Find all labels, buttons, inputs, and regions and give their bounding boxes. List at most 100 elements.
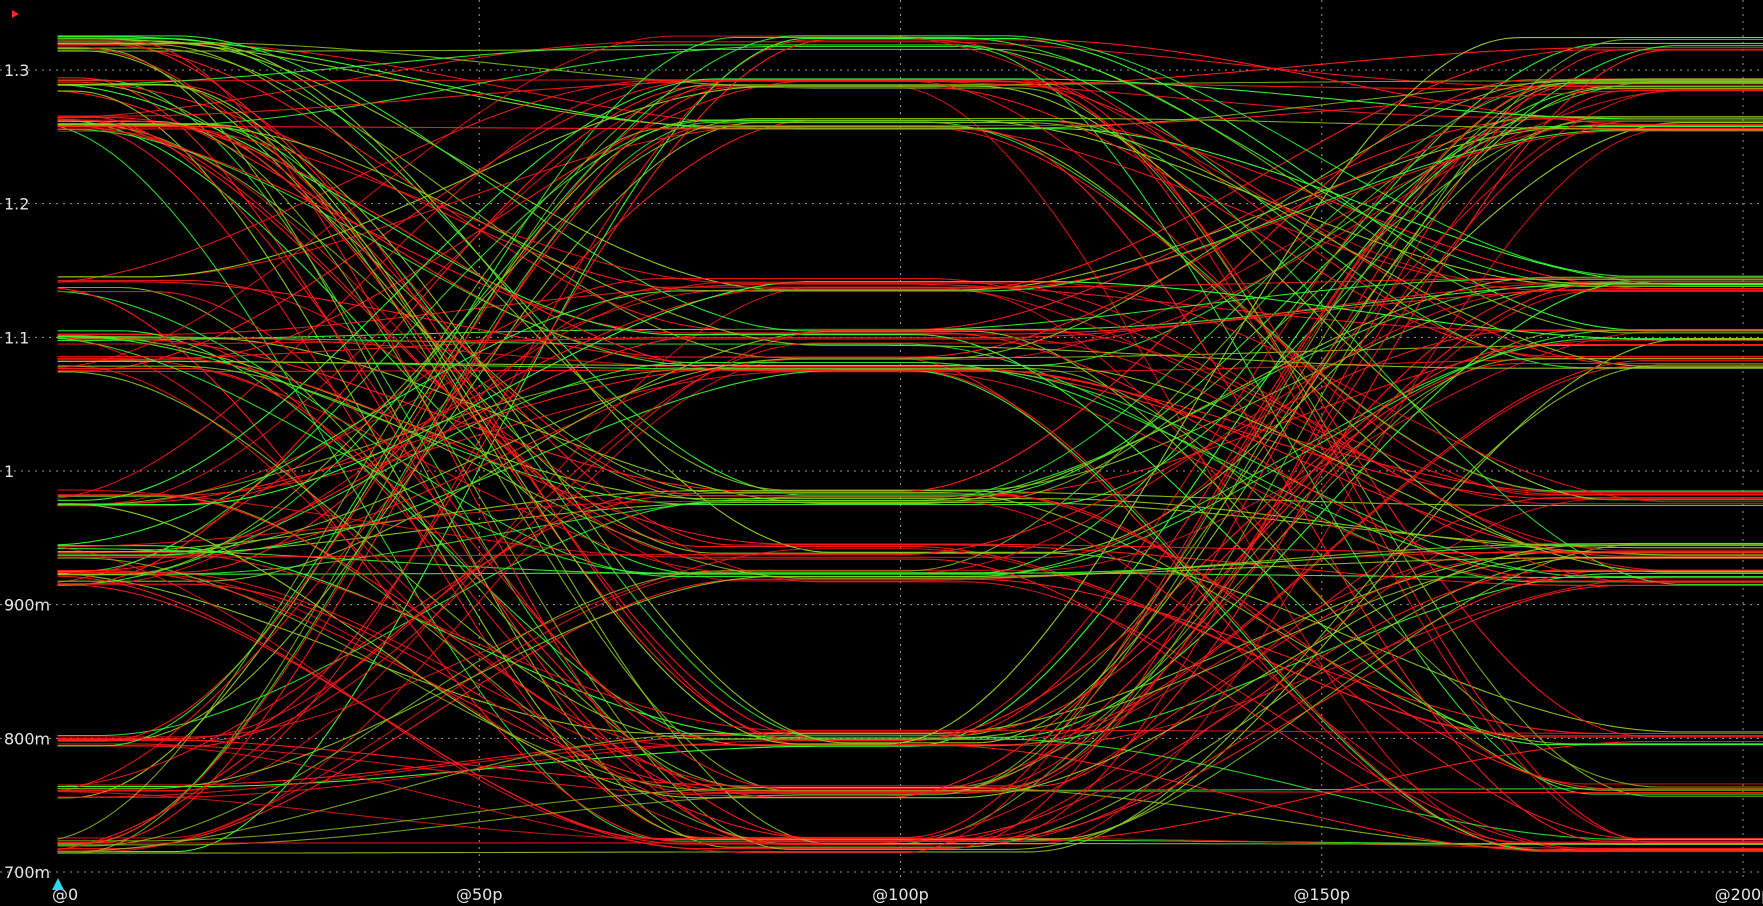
waveform-trace [57,89,1763,558]
waveform-trace [57,80,1763,499]
waveform-trace [57,120,1763,790]
waveform-trace [57,371,1763,740]
waveform-trace [57,78,1763,501]
x-tick-label: @50p [456,885,503,904]
x-tick-label: @150p [1293,885,1350,904]
waveform-trace [57,570,1763,794]
waveform-trace [57,78,1763,840]
waveform-trace [57,83,1763,746]
waveform-trace [57,84,1763,745]
waveform-trace [57,285,1763,737]
x-tick-label: @100p [872,885,929,904]
waveform-trace [57,79,1763,492]
waveform-trace [57,287,1763,843]
waveform-trace [57,281,1763,585]
y-tick-label: 800m [4,729,50,748]
waveform-trace [57,125,1763,369]
waveform-trace [57,548,1763,738]
waveform-trace [57,39,1763,792]
waveform-trace [57,557,1763,790]
waveform-trace [57,48,1763,848]
waveform-trace [57,128,1763,854]
waveform-trace [57,35,1763,332]
waveform-trace [57,280,1763,362]
waveform-trace [57,280,1763,506]
waveform-trace [57,117,1763,575]
y-tick-label: 1.2 [4,195,29,214]
waveform-trace [57,551,1763,735]
waveform-trace [57,126,1763,842]
waveform-trace [57,78,1763,739]
waveform-trace [57,357,1763,496]
waveform-trace [57,79,1763,553]
waveform-trace [57,362,1763,799]
waveform-trace [57,282,1763,786]
waveform-trace [57,39,1763,747]
waveform-trace [57,119,1763,738]
x-tick-label: @200p [1715,885,1763,904]
waveform-trace [57,44,1763,369]
waveform-trace [57,35,1763,556]
waveform-trace [57,120,1763,850]
waveform-trace [57,50,1763,733]
waveform-trace [57,82,1763,846]
waveform-trace [57,356,1763,554]
waveform-trace [57,361,1763,586]
waveform-trace [57,338,1763,583]
waveform-trace [57,43,1763,331]
y-tick-label: 1.3 [4,61,29,80]
waveform-trace [57,283,1763,335]
waveform-trace [57,290,1763,794]
waveform-trace [57,503,1763,799]
waveform-trace [57,364,1763,798]
waveform-trace [57,365,1763,579]
waveform-trace [57,501,1763,849]
waveform-trace [57,369,1763,853]
waveform-trace [57,329,1763,742]
waveform-trace [57,116,1763,502]
waveform-trace [57,358,1763,845]
waveform-trace [57,122,1763,741]
waveform-trace [57,80,1763,742]
waveform-trace [57,130,1763,507]
y-tick-label: 900m [4,596,50,615]
waveform-trace [57,551,1763,734]
waveform-trace [57,578,1763,850]
waveform-trace [57,36,1763,285]
y-tick-label: 700m [4,863,50,882]
waveform-trace [57,337,1763,574]
waveform-trace [57,37,1763,853]
waveform-trace [57,37,1763,745]
waveform-trace [57,120,1763,585]
trace-layer [57,35,1763,854]
waveform-trace [57,329,1763,559]
waveform-trace [57,123,1763,845]
waveform-trace [57,119,1763,551]
waveform-trace [57,356,1763,843]
waveform-trace [57,290,1763,574]
waveform-trace [57,369,1763,851]
waveform-trace [57,87,1763,744]
y-tick-label: 1.1 [4,328,29,347]
cyan-cursor-marker-icon[interactable] [52,878,64,890]
waveform-trace [57,36,1763,747]
waveform-trace [57,46,1763,839]
waveform-trace [57,336,1763,582]
waveform-trace [57,364,1763,854]
red-marker-icon [12,10,19,18]
waveform-trace [57,116,1763,847]
waveform-trace [57,569,1763,840]
waveform-trace [57,89,1763,844]
waveform-trace [57,360,1763,573]
waveform-trace [57,550,1763,797]
waveform-trace [57,123,1763,582]
y-tick-label: 1 [4,462,14,481]
waveform-trace [57,38,1763,791]
waveform-trace [57,124,1763,741]
waveform-trace [57,119,1763,851]
waveform-trace [57,120,1763,852]
waveform-trace [57,115,1763,741]
